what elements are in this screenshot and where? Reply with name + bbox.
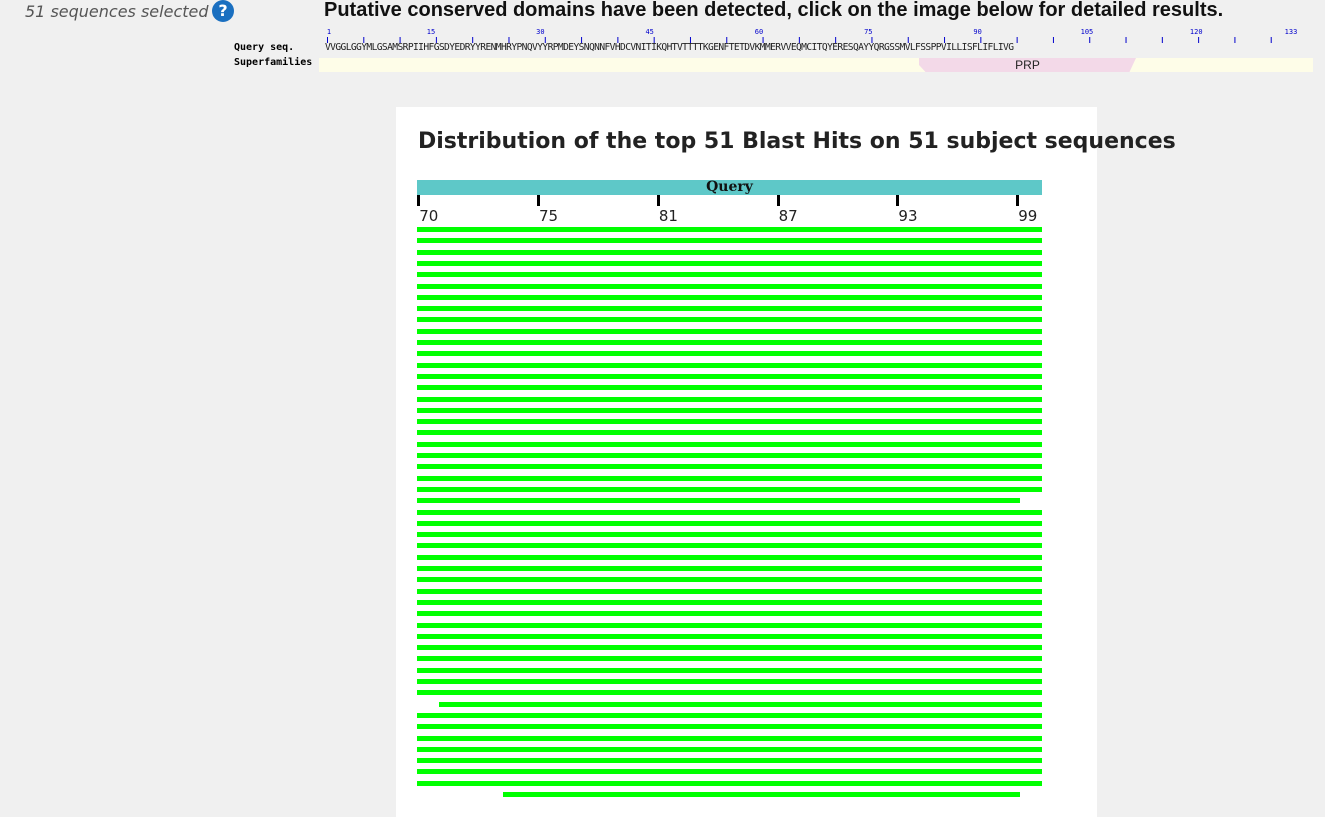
blast-hit-bar[interactable] [417, 769, 1042, 775]
conserved-domains-image[interactable]: 1 15 30 45 60 75 90 105 120 133 Query seq. VVGGLG… [234, 28, 1313, 74]
blast-hit-bar[interactable] [417, 611, 1042, 617]
ruler-number: 45 [645, 28, 654, 36]
blast-hit-bar[interactable] [417, 272, 1042, 278]
blast-hit-bar[interactable] [417, 419, 1042, 425]
blast-hit-bar[interactable] [417, 498, 1021, 504]
blast-hit-bar[interactable] [417, 306, 1042, 312]
blast-hit-bar[interactable] [417, 712, 1042, 718]
query-bar: Query [417, 180, 1042, 195]
blast-hit-bar[interactable] [417, 340, 1042, 345]
sequences-selected-label: 51 sequences selected [25, 2, 209, 21]
prp-domain[interactable]: PRP [919, 58, 1136, 72]
superfamilies-label: Superfamilies [234, 57, 313, 68]
blast-hit-bar[interactable] [417, 475, 1042, 481]
blast-hit-bar[interactable] [438, 701, 1042, 707]
query-seq-label: Query seq. [234, 42, 295, 53]
blast-hit-bar[interactable] [417, 238, 1042, 244]
blast-hit-bar[interactable] [503, 792, 1021, 797]
blast-hit-bar[interactable] [417, 566, 1042, 571]
blast-hit-bar[interactable] [417, 633, 1042, 639]
axis-tick [1016, 195, 1020, 206]
blast-hit-bar[interactable] [417, 622, 1042, 628]
axis-tick-label: 87 [778, 207, 798, 225]
blast-hit-bar[interactable] [417, 554, 1042, 560]
ruler-ticks [327, 37, 1295, 43]
axis-tick [537, 195, 541, 206]
query-sequence: VVGGLGGYMLGSAMSRPIIHFGSDYEDRYYRENMHRYPNQ… [325, 42, 1014, 53]
blast-hit-bar[interactable] [417, 373, 1042, 379]
axis-tick [417, 195, 421, 206]
ruler-number: 60 [754, 28, 764, 36]
axis-tick-label: 99 [1018, 207, 1038, 225]
blast-hit-bar[interactable] [417, 249, 1042, 255]
blast-hit-bar[interactable] [417, 260, 1042, 266]
blast-hit-bar[interactable] [417, 679, 1042, 684]
blast-hit-bar[interactable] [417, 758, 1042, 764]
blast-hit-bar[interactable] [417, 396, 1042, 402]
ruler-number: 15 [426, 28, 436, 36]
blast-hit-bar[interactable] [417, 735, 1042, 741]
blast-hit-bar[interactable] [417, 385, 1042, 391]
blast-hit-bar[interactable] [417, 599, 1042, 605]
ruler-number: 133 [1284, 28, 1298, 36]
cdd-title: Putative conserved domains have been det… [324, 0, 1224, 21]
blast-hit-bar[interactable] [417, 520, 1042, 526]
help-icon[interactable]: ? [212, 0, 234, 22]
blast-hit-bar[interactable] [417, 724, 1042, 730]
axis-tick [896, 195, 900, 206]
blast-hit-bar[interactable] [417, 441, 1042, 447]
blast-hit-bar[interactable] [417, 227, 1042, 232]
blast-hit-bar[interactable] [417, 656, 1042, 662]
blast-hit-bar[interactable] [417, 464, 1042, 470]
ruler-number: 105 [1080, 28, 1094, 36]
blast-hit-bar[interactable] [417, 328, 1042, 334]
blast-hit-bar[interactable] [417, 453, 1042, 458]
blast-hit-bar[interactable] [417, 690, 1042, 696]
blast-hit-bar[interactable] [417, 543, 1042, 549]
blast-hit-bar[interactable] [417, 486, 1042, 492]
blast-hit-bar[interactable] [417, 588, 1042, 594]
blast-hit-bar[interactable] [417, 317, 1042, 323]
axis-tick-label: 81 [658, 207, 678, 225]
ruler-number: 1 [326, 28, 332, 36]
blast-hit-bar[interactable] [417, 430, 1042, 436]
ruler-number: 90 [973, 28, 982, 36]
blast-hit-bar[interactable] [417, 667, 1042, 673]
blast-title: Distribution of the top 51 Blast Hits on… [418, 129, 1176, 154]
axis-tick-label: 70 [419, 207, 439, 225]
axis-tick-label: 75 [539, 207, 559, 225]
ruler-number: 120 [1189, 28, 1203, 36]
blast-hit-bar[interactable] [417, 294, 1042, 300]
axis-tick [776, 195, 780, 206]
blast-hit-bar[interactable] [417, 362, 1042, 368]
blast-hit-bar[interactable] [417, 407, 1042, 413]
blast-hit-bar[interactable] [417, 780, 1042, 786]
blast-hit-bar[interactable] [417, 645, 1042, 651]
blast-distribution-panel: Distribution of the top 51 Blast Hits on… [396, 107, 1176, 817]
blast-hit-bar[interactable] [417, 746, 1042, 752]
blast-hit-bar[interactable] [417, 577, 1042, 583]
blast-hit-bar[interactable] [417, 532, 1042, 538]
blast-hit-bar[interactable] [417, 283, 1042, 289]
superfamilies-track: PRP [319, 58, 1313, 72]
ruler-number: 30 [536, 28, 545, 36]
axis-tick [656, 195, 660, 206]
blast-hit-bar[interactable] [417, 509, 1042, 515]
axis-tick-label: 93 [898, 207, 918, 225]
blast-hit-bar[interactable] [417, 351, 1042, 357]
ruler-number: 75 [864, 28, 873, 36]
